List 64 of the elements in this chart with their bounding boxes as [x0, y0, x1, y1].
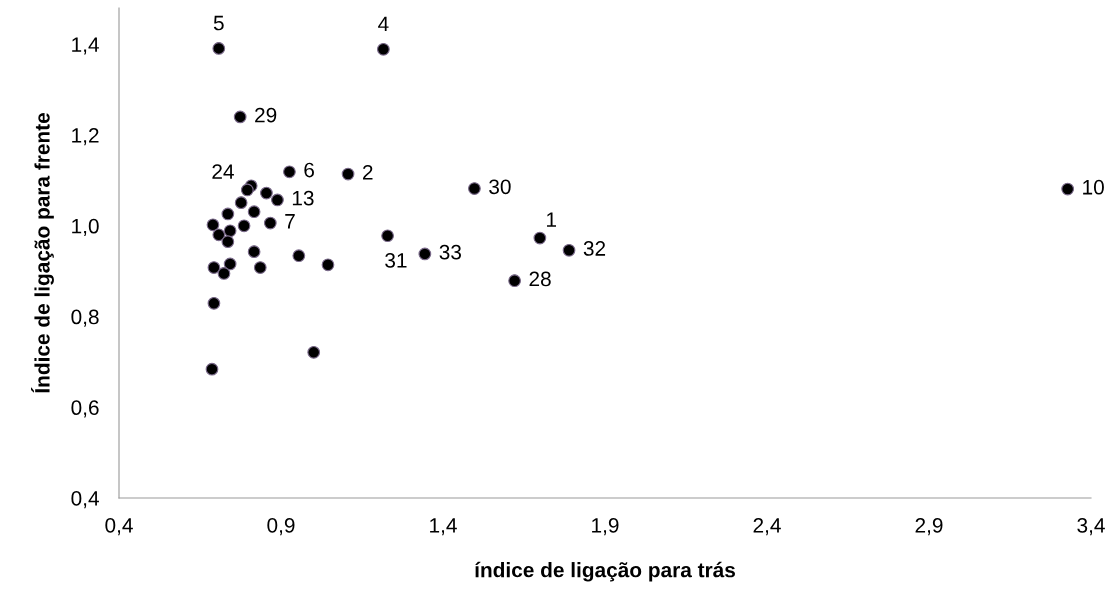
- point: [1061, 182, 1075, 196]
- annotation: 4: [378, 16, 389, 32]
- point: [217, 267, 231, 280]
- point: [212, 42, 226, 55]
- point: [233, 110, 247, 124]
- point: [562, 243, 576, 257]
- annotation: 10: [1083, 179, 1104, 195]
- point: [205, 362, 219, 376]
- point: [223, 224, 237, 238]
- point: [221, 207, 235, 221]
- point: [341, 167, 355, 181]
- point: [260, 186, 273, 200]
- point: [307, 345, 321, 359]
- annotation: 1: [547, 212, 556, 227]
- x-tick-label: 0,4: [105, 517, 133, 536]
- point: [247, 205, 261, 219]
- y-axis-title: Índice de ligação para frente: [31, 113, 54, 393]
- point: [508, 274, 521, 288]
- point: [207, 261, 221, 274]
- x-tick-label: 1,4: [430, 518, 457, 536]
- point: [533, 231, 547, 245]
- annotation: 6: [304, 162, 314, 178]
- point: [223, 257, 237, 271]
- annotation: 31: [385, 252, 407, 268]
- point: [234, 196, 248, 210]
- point: [321, 258, 335, 272]
- point: [381, 229, 394, 243]
- point: [253, 261, 267, 274]
- point: [221, 235, 235, 249]
- y-tick-label: 1,0: [72, 218, 99, 236]
- x-tick-label: 2,9: [915, 517, 943, 536]
- y-tick-label: 1,2: [72, 128, 99, 146]
- x-tick-label: 1,9: [592, 517, 619, 536]
- point: [247, 245, 261, 259]
- point: [418, 247, 432, 261]
- x-tick-label: 3,4: [1077, 517, 1105, 536]
- point: [206, 218, 220, 232]
- point: [468, 182, 481, 195]
- point: [263, 216, 277, 230]
- point: [292, 249, 306, 263]
- annotation: 32: [583, 241, 606, 256]
- annotation: 7: [285, 214, 295, 229]
- point: [212, 228, 226, 242]
- point: [240, 183, 254, 197]
- y-tick-label: 0,6: [71, 400, 99, 418]
- annotation: 5: [213, 15, 224, 31]
- point: [207, 296, 221, 310]
- annotation: 24: [212, 164, 234, 179]
- x-tick-label: 2,4: [753, 517, 781, 536]
- annotation: 30: [489, 179, 511, 195]
- annotation: 33: [439, 244, 461, 260]
- annotation: 29: [255, 107, 277, 123]
- annotation: 2: [363, 164, 373, 180]
- annotation: 13: [292, 190, 314, 206]
- x-axis-title: índice de ligação para trás: [475, 561, 735, 582]
- point: [237, 219, 251, 233]
- y-tick-label: 0,4: [71, 491, 99, 509]
- point: [271, 193, 284, 207]
- y-tick-label: 0,8: [71, 309, 99, 327]
- point: [283, 165, 296, 179]
- y-tick-label: 1,4: [72, 37, 99, 55]
- x-tick-label: 0,9: [267, 517, 295, 536]
- point: [377, 42, 390, 56]
- annotation: 28: [529, 271, 551, 287]
